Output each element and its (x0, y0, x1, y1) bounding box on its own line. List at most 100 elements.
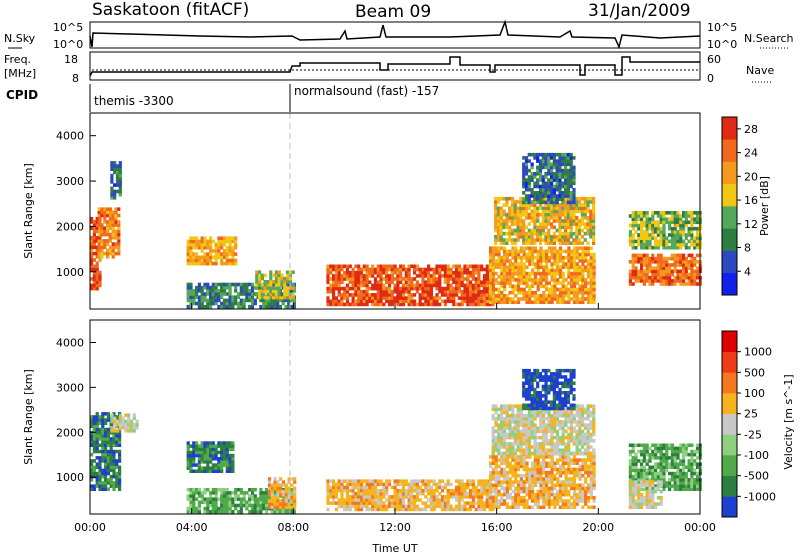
data-cell (564, 284, 568, 289)
data-cell (522, 249, 526, 254)
data-cell (270, 505, 274, 509)
data-cell (189, 255, 193, 260)
data-cell (118, 186, 122, 191)
nsearch-tick-bottom: 10^0 (707, 38, 737, 51)
data-cell (272, 295, 276, 300)
data-cell (410, 498, 414, 502)
data-cell (482, 482, 487, 487)
data-cell (469, 296, 473, 300)
data-cell (489, 486, 493, 491)
data-cell (499, 222, 503, 226)
data-cell (485, 283, 489, 288)
data-cell (494, 483, 498, 487)
data-cell (197, 500, 201, 504)
data-cell (536, 181, 540, 186)
data-cell (505, 477, 509, 481)
data-cell (362, 267, 366, 272)
data-cell (189, 453, 193, 458)
data-cell (575, 241, 579, 245)
data-cell (637, 217, 641, 221)
data-cell (558, 467, 563, 472)
data-cell (225, 236, 229, 240)
data-cell (220, 497, 224, 501)
data-cell (536, 216, 540, 220)
data-cell (514, 502, 518, 506)
data-cell (592, 281, 596, 285)
data-cell (399, 492, 403, 496)
data-cell (466, 293, 470, 297)
data-cell (564, 458, 568, 462)
data-cell (90, 415, 94, 419)
data-cell (432, 277, 436, 281)
data-cell (195, 236, 199, 240)
data-cell (505, 464, 509, 469)
data-cell (293, 480, 297, 484)
data-cell (101, 418, 105, 422)
data-cell (682, 214, 686, 218)
data-cell (104, 487, 108, 491)
data-cell (491, 448, 495, 452)
data-cell (514, 458, 518, 462)
data-cell (399, 507, 403, 512)
data-cell (673, 226, 677, 231)
data-cell (109, 446, 113, 451)
data-cell (514, 464, 518, 469)
data-cell (676, 275, 680, 280)
data-cell (687, 233, 691, 237)
data-cell (494, 496, 498, 500)
data-cell (192, 450, 196, 455)
data-cell (477, 482, 481, 487)
data-cell (98, 465, 102, 469)
data-cell (510, 206, 515, 211)
data-cell (545, 461, 549, 465)
data-cell (489, 496, 493, 500)
data-cell (533, 262, 537, 266)
data-cell (676, 272, 680, 277)
data-cell (186, 441, 190, 445)
data-cell (581, 464, 585, 469)
data-cell (127, 416, 131, 421)
data-cell (530, 209, 534, 214)
data-cell (634, 245, 638, 250)
data-cell (220, 494, 224, 498)
data-cell (186, 497, 190, 501)
data-cell (203, 450, 207, 455)
data-cell (242, 304, 246, 309)
data-cell (550, 486, 554, 491)
data-cell (564, 499, 568, 503)
data-cell (558, 181, 562, 186)
data-cell (115, 183, 120, 187)
data-cell (231, 255, 235, 260)
data-cell (449, 293, 453, 297)
data-cell (491, 413, 495, 418)
data-cell (337, 280, 341, 284)
data-cell (209, 441, 213, 445)
data-cell (558, 294, 563, 298)
data-cell (552, 235, 556, 239)
data-cell (542, 275, 546, 279)
data-cell (283, 289, 287, 294)
data-cell (118, 440, 122, 444)
data-cell (209, 510, 213, 514)
data-cell (530, 175, 534, 179)
data-cell (673, 211, 677, 215)
data-cell (117, 223, 121, 227)
data-cell (290, 503, 294, 508)
data-cell (547, 162, 551, 167)
data-cell (497, 249, 501, 254)
data-cell (679, 239, 683, 244)
data-cell (494, 480, 498, 484)
data-cell (508, 228, 512, 233)
data-cell (104, 468, 108, 473)
data-cell (203, 261, 207, 266)
data-cell (217, 245, 221, 250)
data-cell (418, 498, 422, 502)
data-cell (469, 495, 473, 499)
data-cell (525, 492, 529, 497)
data-cell (645, 269, 649, 274)
data-cell (679, 245, 683, 250)
data-cell (569, 241, 573, 245)
data-cell (385, 286, 389, 291)
data-cell (326, 277, 330, 281)
data-cell (651, 233, 655, 237)
